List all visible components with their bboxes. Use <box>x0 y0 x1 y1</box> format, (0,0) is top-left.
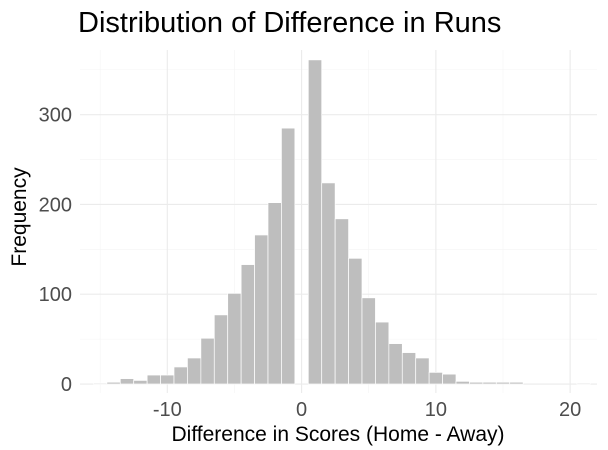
x-tick-label: 0 <box>296 399 307 421</box>
histogram-bar <box>240 264 255 385</box>
histogram-bar <box>482 381 497 385</box>
histogram-bar <box>93 382 108 385</box>
histogram-bar <box>187 357 202 385</box>
histogram-bar <box>106 381 121 385</box>
histogram-bar <box>254 234 269 385</box>
histogram-bar <box>415 357 430 385</box>
histogram-bar <box>401 352 417 385</box>
x-axis-title: Difference in Scores (Home - Away) <box>171 423 504 446</box>
histogram-bar <box>469 381 484 385</box>
histogram-bar <box>307 59 323 385</box>
y-axis-tick-labels: 0 100 200 300 <box>39 105 72 396</box>
histogram-bar <box>428 371 443 385</box>
y-axis-title: Frequency <box>8 167 31 267</box>
histogram-bar <box>160 374 175 385</box>
histogram-bar <box>495 381 511 385</box>
histogram-bar <box>200 337 215 385</box>
histogram-bar <box>348 257 363 385</box>
x-tick-label: 10 <box>425 399 447 421</box>
y-tick-label: 200 <box>39 194 72 216</box>
histogram-bar <box>267 202 282 385</box>
x-tick-label: 20 <box>559 399 581 421</box>
histogram-bar <box>321 182 336 385</box>
histogram-bar <box>133 380 148 385</box>
histogram-bar <box>442 373 457 385</box>
histogram-bar <box>227 292 242 385</box>
x-tick-label: -10 <box>153 399 182 421</box>
histogram-bar <box>281 127 296 385</box>
histogram-bar <box>509 381 524 385</box>
histogram-bars <box>93 59 591 385</box>
histogram-bar <box>119 378 135 385</box>
y-tick-label: 100 <box>39 284 72 306</box>
x-axis-tick-labels: -10 0 10 20 <box>153 399 581 421</box>
histogram-bar <box>455 380 470 385</box>
histogram-bar <box>375 321 390 385</box>
histogram-bar <box>388 343 403 385</box>
y-tick-label: 0 <box>61 374 72 396</box>
histogram-bar <box>146 374 161 385</box>
chart-title: Distribution of Difference in Runs <box>78 7 501 39</box>
histogram-bar <box>334 218 349 385</box>
histogram-bar <box>576 382 591 385</box>
y-tick-label: 300 <box>39 105 72 127</box>
histogram-bar <box>173 366 188 385</box>
histogram-bar <box>213 314 229 385</box>
histogram-bar <box>361 297 376 385</box>
